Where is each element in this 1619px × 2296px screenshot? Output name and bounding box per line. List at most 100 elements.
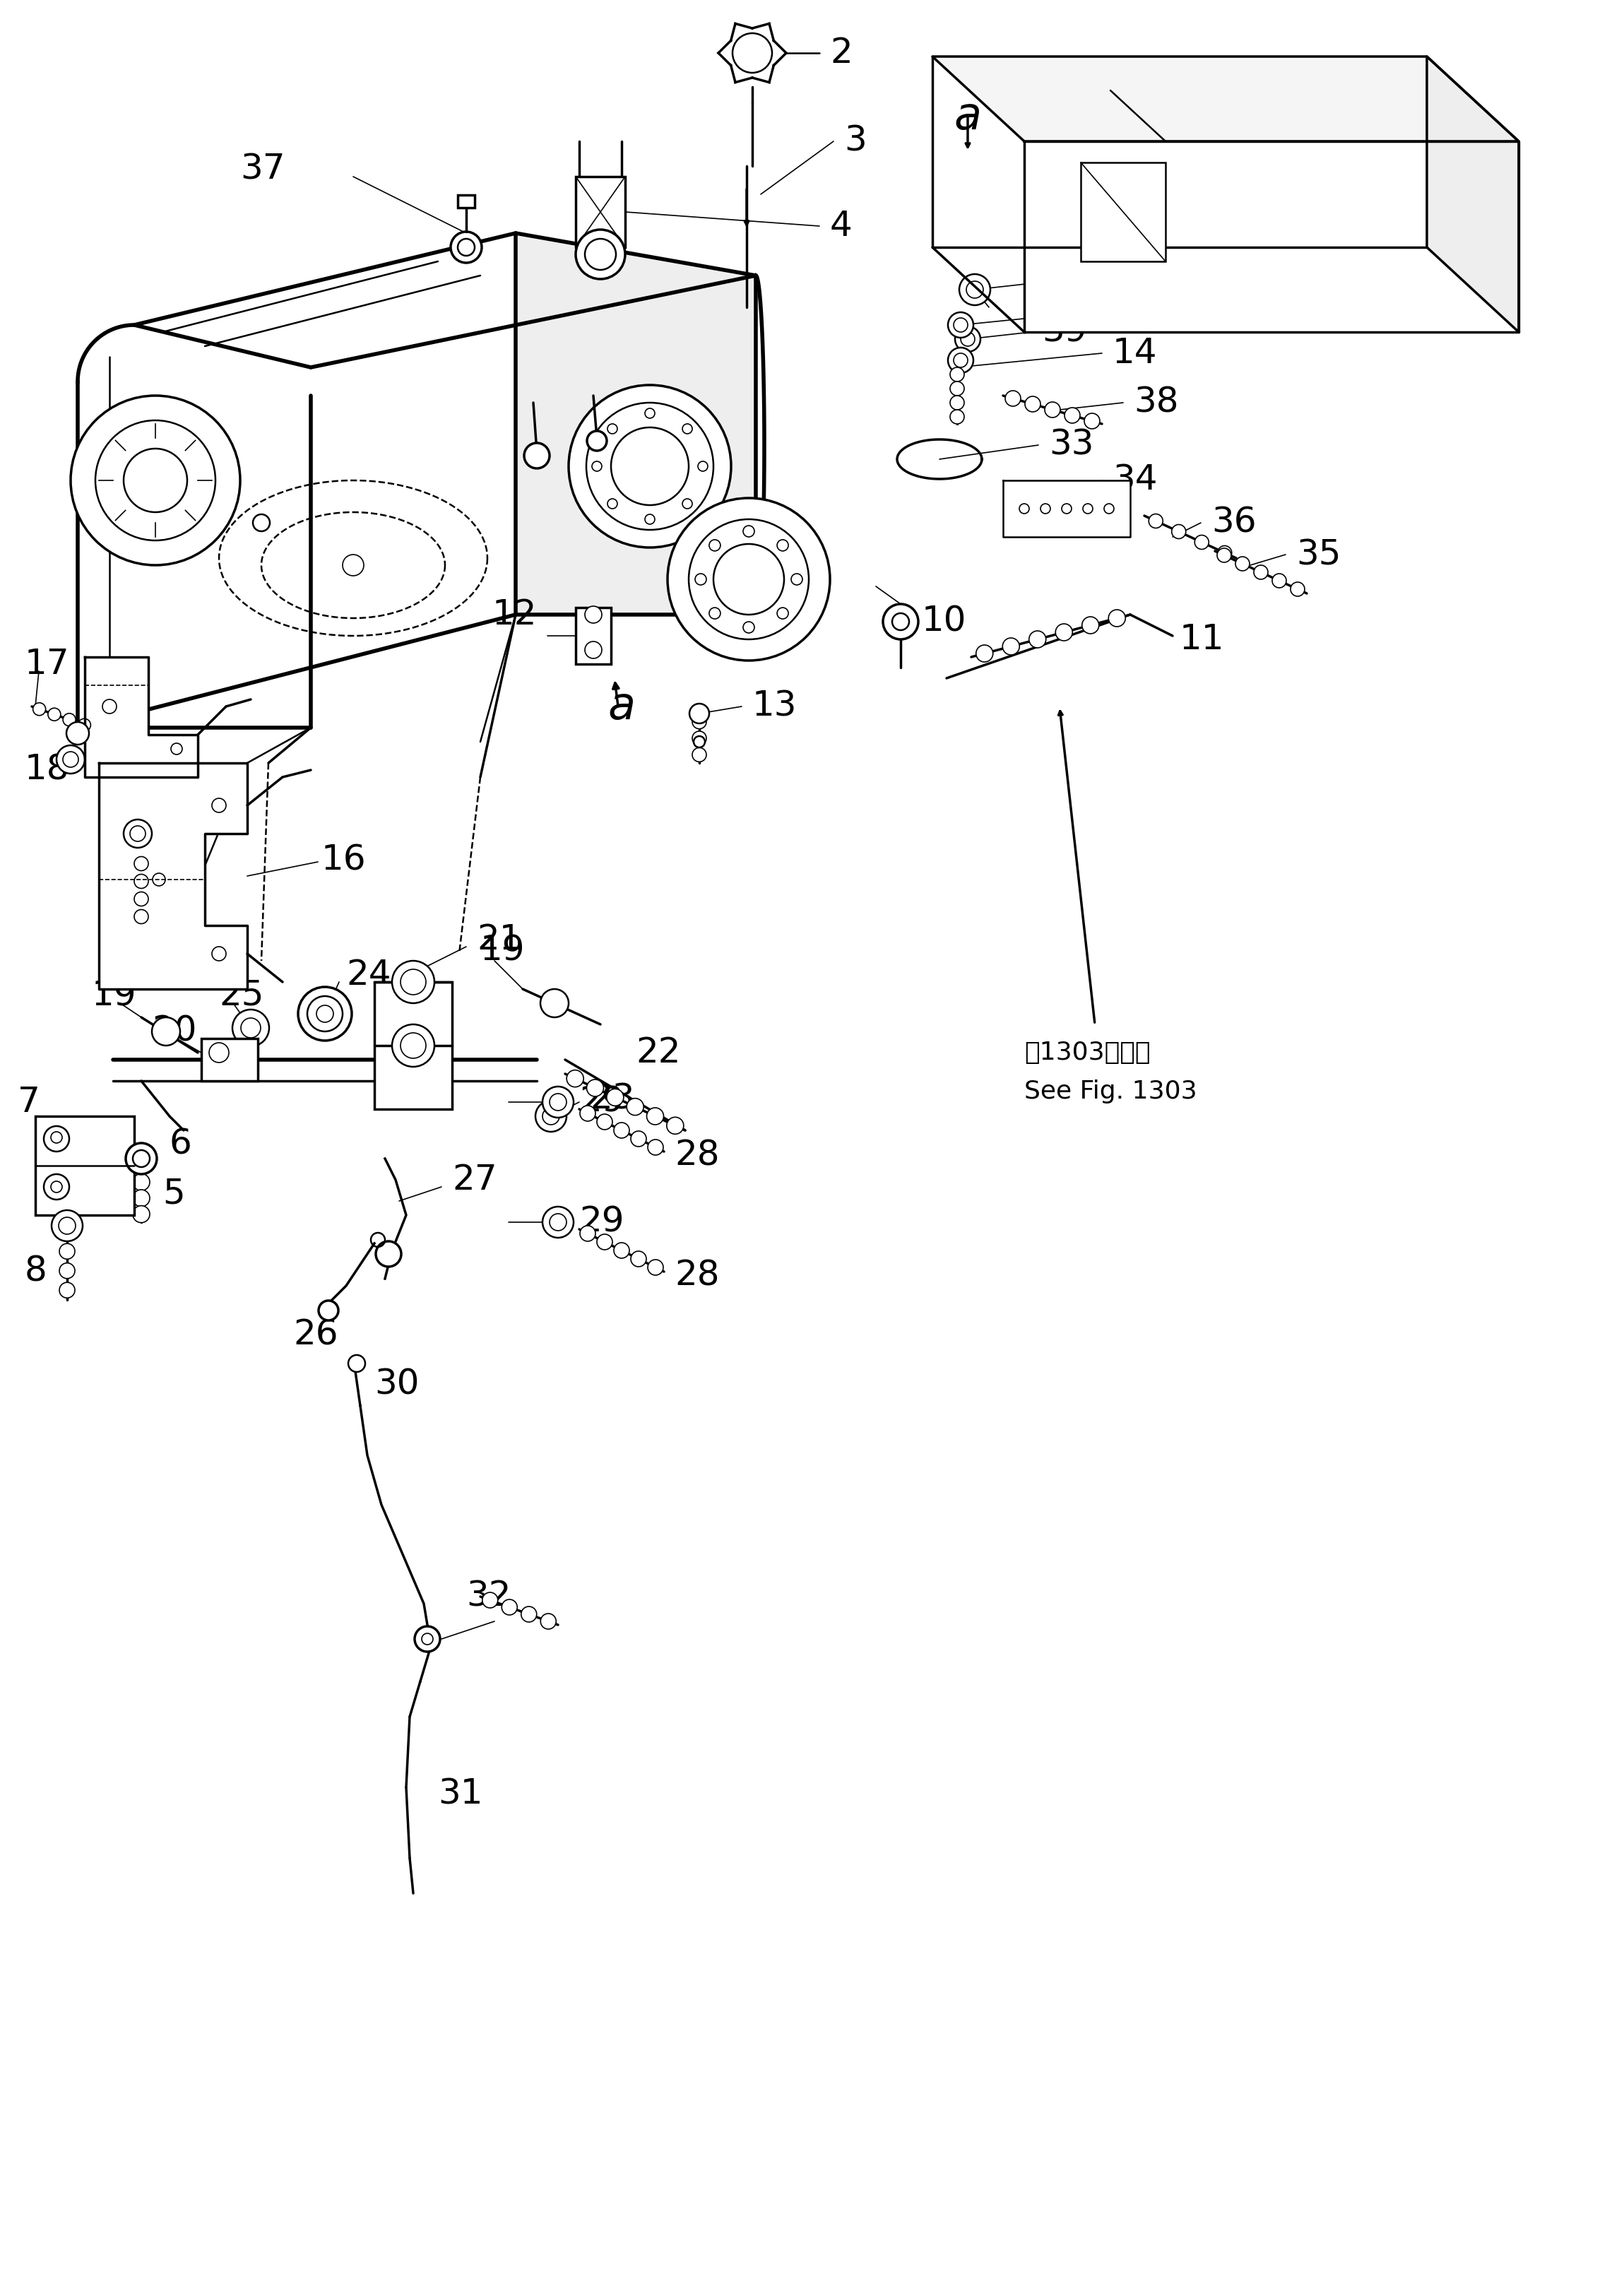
Circle shape (1030, 631, 1046, 647)
Circle shape (542, 1086, 573, 1118)
Circle shape (134, 856, 149, 870)
Circle shape (60, 1263, 74, 1279)
Circle shape (32, 703, 45, 716)
Circle shape (60, 1244, 74, 1258)
Text: 24: 24 (346, 957, 390, 992)
Circle shape (1044, 402, 1060, 418)
Circle shape (607, 425, 617, 434)
Text: 36: 36 (1211, 505, 1256, 540)
Text: 12: 12 (492, 597, 538, 631)
Circle shape (607, 1088, 623, 1107)
Circle shape (133, 1173, 149, 1192)
Circle shape (693, 737, 704, 748)
Circle shape (392, 1024, 434, 1068)
Text: 25: 25 (219, 978, 264, 1013)
Circle shape (949, 312, 973, 338)
Circle shape (648, 1261, 664, 1274)
Text: 9: 9 (810, 563, 831, 597)
Circle shape (693, 748, 706, 762)
Text: 4: 4 (831, 209, 853, 243)
Polygon shape (1426, 57, 1519, 333)
Polygon shape (71, 234, 756, 395)
Text: 31: 31 (439, 1777, 482, 1812)
Circle shape (123, 820, 152, 847)
Circle shape (1104, 503, 1114, 514)
Circle shape (133, 1205, 149, 1224)
Text: 2: 2 (831, 37, 853, 69)
Circle shape (1217, 546, 1232, 560)
Circle shape (49, 707, 60, 721)
Circle shape (709, 540, 720, 551)
Bar (201, 1038, 257, 1081)
Circle shape (133, 1189, 149, 1208)
Polygon shape (1004, 480, 1130, 537)
Circle shape (580, 1107, 596, 1120)
Circle shape (1290, 583, 1305, 597)
Circle shape (644, 409, 654, 418)
Text: 28: 28 (675, 1139, 719, 1171)
Circle shape (631, 1132, 646, 1146)
Circle shape (950, 367, 965, 381)
Circle shape (1065, 409, 1080, 422)
Circle shape (482, 1593, 497, 1607)
Circle shape (253, 514, 270, 530)
Circle shape (950, 381, 965, 395)
Text: 33: 33 (1049, 427, 1094, 461)
Circle shape (586, 1079, 604, 1097)
Circle shape (1056, 625, 1072, 641)
Circle shape (152, 1017, 180, 1045)
Circle shape (502, 1600, 516, 1614)
Circle shape (1002, 638, 1020, 654)
Circle shape (1085, 413, 1099, 429)
Circle shape (597, 1114, 612, 1130)
Text: 20: 20 (152, 1015, 198, 1049)
Circle shape (568, 386, 732, 546)
Text: 37: 37 (240, 152, 285, 186)
Circle shape (1083, 503, 1093, 514)
Circle shape (1062, 503, 1072, 514)
Circle shape (50, 1132, 62, 1143)
Text: 17: 17 (24, 647, 70, 682)
Circle shape (627, 1097, 644, 1116)
Polygon shape (71, 234, 515, 728)
Circle shape (71, 395, 240, 565)
Circle shape (1235, 556, 1250, 572)
Circle shape (682, 498, 693, 510)
Text: a: a (954, 94, 981, 138)
Text: 35: 35 (1297, 537, 1341, 572)
Circle shape (541, 990, 568, 1017)
Bar (576, 608, 610, 664)
Circle shape (392, 960, 434, 1003)
Text: a: a (607, 684, 635, 728)
Text: 7: 7 (18, 1086, 40, 1118)
Text: 15: 15 (1112, 294, 1158, 328)
Circle shape (777, 608, 788, 620)
Circle shape (1081, 618, 1099, 634)
Bar (374, 983, 452, 1109)
Circle shape (743, 622, 754, 634)
Text: 29: 29 (580, 1086, 623, 1118)
Circle shape (667, 498, 831, 661)
Circle shape (57, 746, 84, 774)
Circle shape (134, 875, 149, 889)
Text: 8: 8 (24, 1254, 47, 1288)
Text: 21: 21 (478, 923, 521, 957)
Polygon shape (515, 234, 756, 615)
Polygon shape (99, 762, 248, 990)
Text: 38: 38 (1133, 386, 1179, 420)
Circle shape (698, 461, 708, 471)
Circle shape (693, 730, 706, 746)
Circle shape (66, 721, 89, 744)
Circle shape (950, 395, 965, 409)
Circle shape (1041, 503, 1051, 514)
Circle shape (593, 461, 602, 471)
Circle shape (1109, 611, 1125, 627)
Text: 14: 14 (110, 831, 154, 866)
Circle shape (1025, 397, 1041, 411)
Text: 19: 19 (92, 978, 136, 1013)
Circle shape (949, 347, 973, 372)
Circle shape (134, 909, 149, 923)
Circle shape (542, 1208, 573, 1238)
Circle shape (233, 1010, 269, 1047)
Text: 16: 16 (322, 843, 366, 877)
